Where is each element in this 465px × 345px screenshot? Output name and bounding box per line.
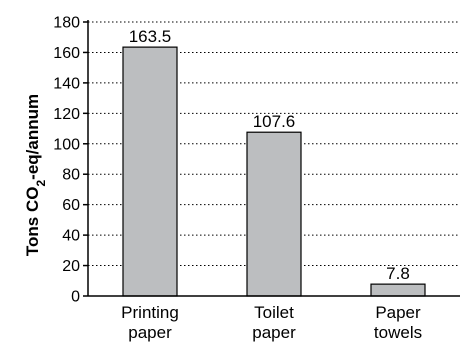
bar-1 (246, 131, 302, 297)
category-label-line: towels (374, 323, 422, 342)
y-axis-title-prefix: Tons CO (23, 187, 42, 257)
y-tick-label: 0 (71, 289, 80, 306)
y-tick-labels: 0 20 40 60 80 100 120 140 160 180 (53, 15, 88, 306)
category-label-line: Paper (375, 303, 421, 322)
category-label-2: Paper towels (374, 303, 422, 342)
data-label-0: 163.5 (129, 27, 172, 46)
data-labels: 163.5 107.6 7.8 (129, 27, 410, 283)
category-label-0: Printing paper (121, 303, 179, 342)
category-label-1: Toilet paper (252, 303, 296, 342)
bar-0 (122, 46, 178, 297)
y-axis-title: Tons CO2-eq/annum (23, 94, 48, 256)
data-label-1: 107.6 (253, 112, 296, 131)
bars (122, 46, 426, 297)
category-label-line: paper (128, 323, 172, 342)
y-tick-label: 120 (53, 106, 80, 123)
y-tick-label: 140 (53, 75, 80, 92)
y-tick-label: 160 (53, 45, 80, 62)
category-label-line: Printing (121, 303, 179, 322)
y-tick-label: 100 (53, 136, 80, 153)
y-axis-title-subscript: 2 (34, 180, 48, 187)
y-tick-label: 40 (62, 228, 80, 245)
y-axis-title-suffix: -eq/annum (23, 94, 42, 180)
data-label-2: 7.8 (386, 264, 410, 283)
y-tick-label: 180 (53, 15, 80, 32)
category-label-line: Toilet (254, 303, 294, 322)
y-tick-label: 20 (62, 258, 80, 275)
axes (87, 20, 460, 297)
category-label-line: paper (252, 323, 296, 342)
y-tick-label: 80 (62, 167, 80, 184)
bar-2 (370, 283, 426, 297)
y-tick-label: 60 (62, 197, 80, 214)
